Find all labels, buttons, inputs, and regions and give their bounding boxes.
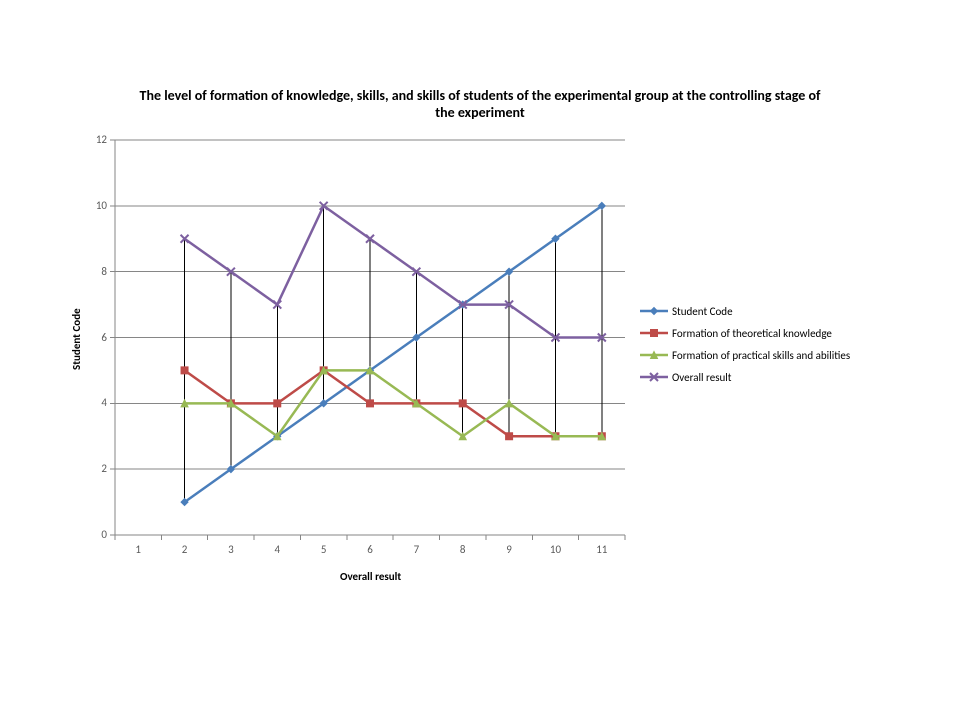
y-axis-label: Student Code (70, 308, 83, 370)
x-tick-label: 2 (175, 543, 195, 556)
x-axis-label: Overall result (340, 570, 401, 583)
y-tick-label: 0 (101, 528, 107, 541)
legend-swatch (640, 327, 668, 339)
legend-swatch (640, 349, 668, 361)
y-tick-label: 4 (101, 396, 107, 409)
x-tick-label: 5 (314, 543, 334, 556)
y-tick-label: 12 (96, 133, 107, 146)
x-tick-label: 9 (499, 543, 519, 556)
legend-swatch (640, 305, 668, 317)
legend-label: Overall result (672, 371, 732, 384)
y-tick-label: 6 (101, 331, 107, 344)
x-tick-label: 7 (406, 543, 426, 556)
legend-item: Overall result (640, 366, 850, 388)
legend-label: Student Code (672, 305, 733, 318)
legend: Student Code Formation of theoretical kno… (640, 300, 850, 388)
x-tick-label: 3 (221, 543, 241, 556)
legend-item: Formation of practical skills and abilit… (640, 344, 850, 366)
x-tick-label: 1 (128, 543, 148, 556)
y-tick-label: 8 (101, 265, 107, 278)
chart-title: The level of formation of knowledge, ski… (130, 88, 830, 122)
x-tick-label: 6 (360, 543, 380, 556)
legend-label: Formation of theoretical knowledge (672, 327, 832, 340)
legend-item: Student Code (640, 300, 850, 322)
legend-swatch (640, 371, 668, 383)
legend-item: Formation of theoretical knowledge (640, 322, 850, 344)
x-tick-label: 11 (592, 543, 612, 556)
legend-label: Formation of practical skills and abilit… (672, 349, 850, 362)
y-tick-label: 10 (96, 199, 107, 212)
plot-svg (115, 140, 627, 545)
x-tick-label: 8 (453, 543, 473, 556)
y-tick-label: 2 (101, 462, 107, 475)
x-tick-label: 4 (267, 543, 287, 556)
x-tick-label: 10 (545, 543, 565, 556)
